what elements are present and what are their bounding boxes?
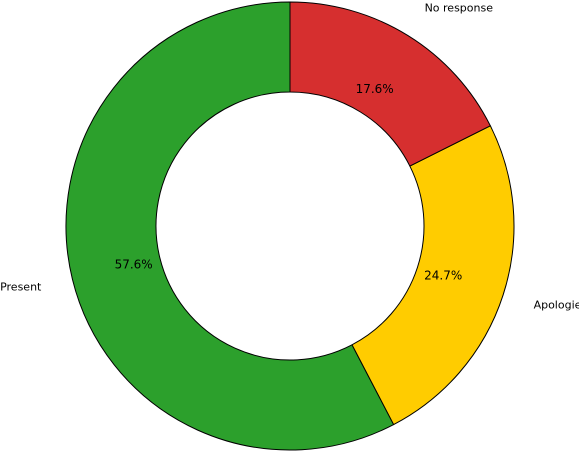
slice-present [65, 1, 395, 451]
slices-layer [65, 1, 515, 451]
slice-apologies [351, 125, 515, 426]
labels-layer: 57.6% Present 24.7% Apologies 17.6% No respon… [0, 2, 579, 312]
pct-label-present: 57.6% [115, 257, 153, 271]
pct-label-no-response: 17.6% [356, 82, 394, 96]
category-label-no-response: No response [425, 2, 494, 15]
slice-no-response [289, 1, 491, 167]
pct-label-apologies: 24.7% [424, 269, 462, 283]
category-label-apologies: Apologies [534, 298, 579, 311]
category-label-present: Present [0, 280, 42, 293]
